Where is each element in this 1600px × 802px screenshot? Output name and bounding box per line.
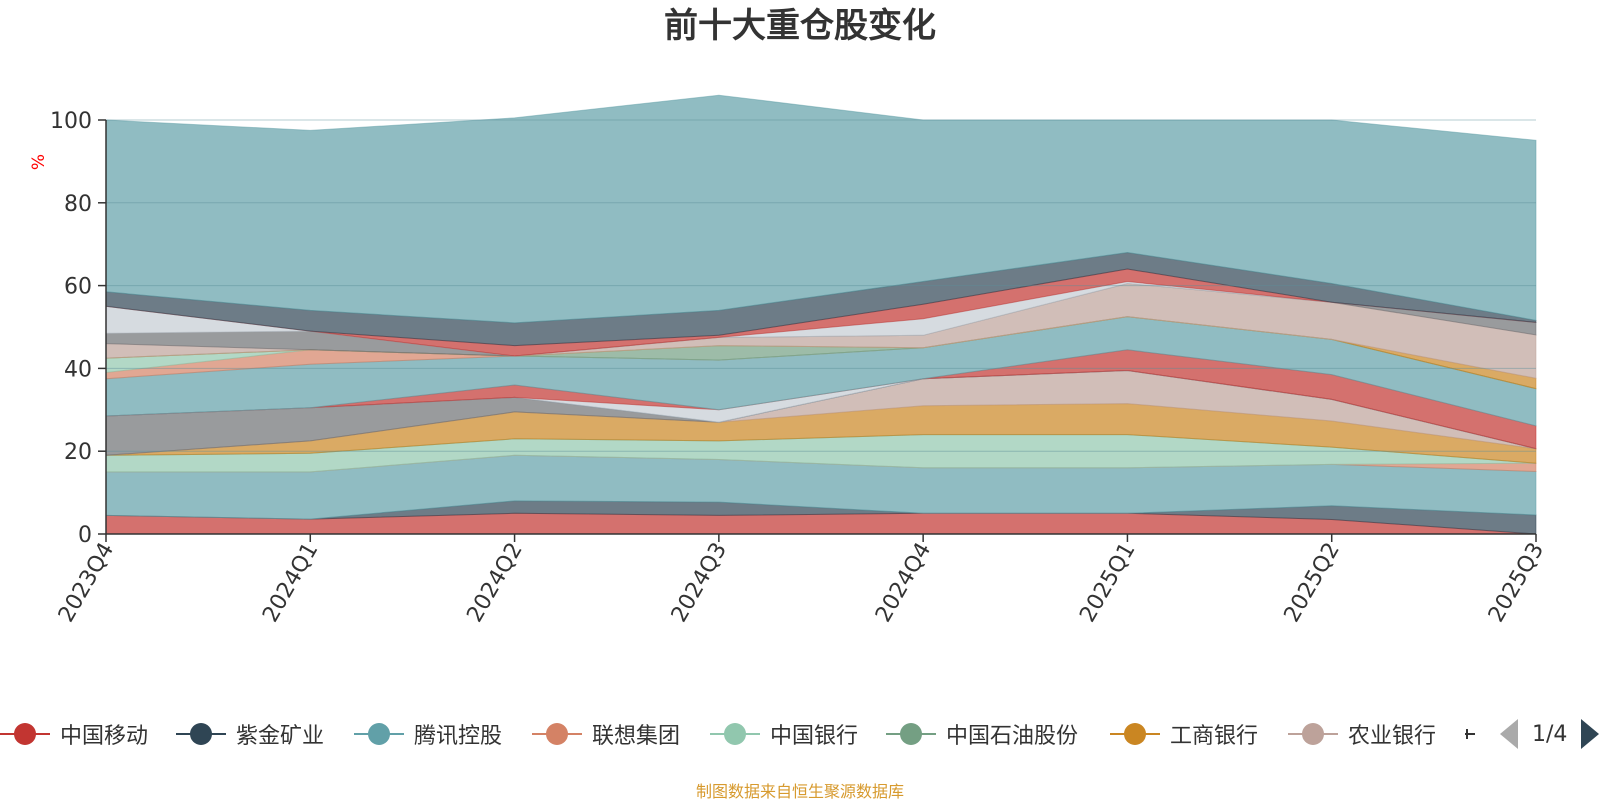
legend-item[interactable]: 工商银行 bbox=[1110, 714, 1258, 754]
data-source-footer: 制图数据来自恒生聚源数据库 bbox=[695, 782, 904, 801]
x-tick-label: 2025Q2 bbox=[1280, 539, 1345, 627]
area-series-22 bbox=[105, 94, 1537, 324]
legend-marker-icon bbox=[354, 719, 404, 749]
legend-item[interactable]: 中国银行 bbox=[710, 714, 858, 754]
stacked-area-chart: 0 20 40 60 80 100 2023Q4 2024Q1 2024Q2 2024Q3 2024… bbox=[29, 94, 1549, 627]
legend-label: 工商银行 bbox=[1170, 724, 1259, 749]
legend-item[interactable]: 农业银行 bbox=[1288, 714, 1436, 754]
x-tick-label: 2025Q1 bbox=[1075, 539, 1140, 627]
legend-label: 紫金矿业 bbox=[236, 724, 325, 749]
y-tick-label: 80 bbox=[64, 192, 92, 217]
legend-label: 腾讯控股 bbox=[414, 724, 503, 749]
x-tick-label: 2023Q4 bbox=[54, 539, 119, 627]
legend-next-page-icon[interactable] bbox=[1581, 719, 1600, 749]
y-tick-label: 0 bbox=[78, 523, 92, 548]
legend-label: 中国银行 bbox=[770, 724, 859, 749]
legend-label: 联想集团 bbox=[592, 724, 681, 749]
x-tick-label: 2024Q3 bbox=[667, 539, 732, 627]
legend-marker-icon bbox=[176, 719, 226, 749]
legend-prev-page-icon[interactable] bbox=[1500, 719, 1518, 749]
legend-label: 中国石油股份 bbox=[946, 724, 1079, 749]
legend-pager: 1/4 bbox=[1500, 714, 1600, 754]
x-tick-label: 2025Q3 bbox=[1484, 539, 1549, 627]
legend-marker-icon bbox=[0, 719, 50, 749]
legend-marker-icon bbox=[1110, 719, 1160, 749]
legend-marker-icon bbox=[710, 719, 760, 749]
legend-item[interactable]: 中国石油股份 bbox=[886, 714, 1078, 754]
y-tick-label: 100 bbox=[50, 109, 92, 134]
legend-page-indicator: 1/4 bbox=[1532, 721, 1568, 747]
legend: 中国移动 紫金矿业 腾讯控股 联想集团 中国银行 中国石油股份 工商银行 农业银行 1/4 bbox=[0, 714, 1600, 754]
legend-more-indicator bbox=[1465, 724, 1483, 744]
x-tick-label: 2024Q1 bbox=[258, 539, 323, 627]
legend-marker-icon bbox=[532, 719, 582, 749]
y-tick-label: 60 bbox=[64, 275, 92, 300]
area-series bbox=[105, 94, 1537, 535]
legend-item[interactable]: 中国移动 bbox=[0, 714, 148, 754]
legend-label: 农业银行 bbox=[1348, 724, 1437, 749]
y-tick-label: 40 bbox=[64, 357, 92, 382]
y-axis-label: % bbox=[29, 154, 49, 170]
legend-item[interactable]: 联想集团 bbox=[532, 714, 680, 754]
x-tick-label: 2024Q4 bbox=[871, 539, 936, 627]
legend-marker-icon bbox=[1288, 719, 1338, 749]
legend-item[interactable]: 紫金矿业 bbox=[176, 714, 324, 754]
legend-item[interactable]: 腾讯控股 bbox=[354, 714, 502, 754]
y-tick-label: 20 bbox=[64, 440, 92, 465]
x-tick-label: 2024Q2 bbox=[462, 539, 527, 627]
legend-marker-icon bbox=[886, 719, 936, 749]
legend-label: 中国移动 bbox=[60, 724, 149, 749]
chart-title: 前十大重仓股变化 bbox=[664, 6, 936, 46]
